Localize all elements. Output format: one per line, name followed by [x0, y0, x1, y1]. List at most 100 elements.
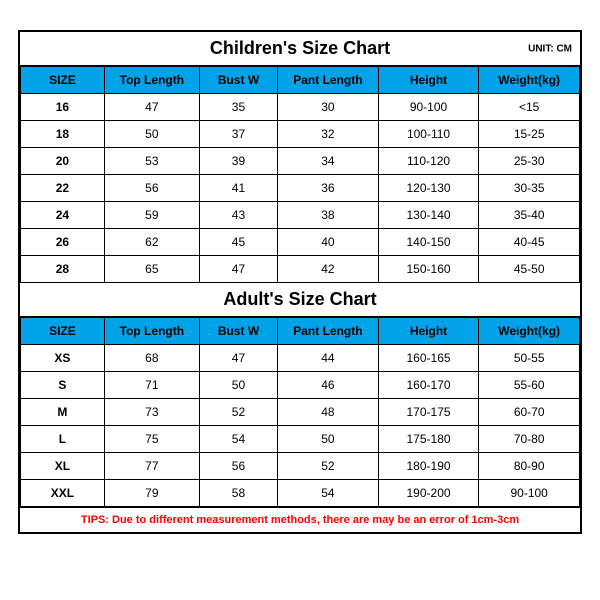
table-cell: 175-180 [378, 426, 479, 453]
table-cell: 30-35 [479, 175, 580, 202]
table-row: 22564136120-13030-35 [21, 175, 580, 202]
table-cell: 150-160 [378, 256, 479, 283]
table-cell: 71 [104, 372, 199, 399]
table-cell: M [21, 399, 105, 426]
col-pant: Pant Length [278, 318, 379, 345]
children-header-row: SIZE Top Length Bust W Pant Length Heigh… [21, 67, 580, 94]
col-weight: Weight(kg) [479, 67, 580, 94]
table-cell: L [21, 426, 105, 453]
table-cell: 45 [199, 229, 277, 256]
col-height: Height [378, 318, 479, 345]
table-cell: 30 [278, 94, 379, 121]
table-cell: 42 [278, 256, 379, 283]
children-table: SIZE Top Length Bust W Pant Length Heigh… [20, 66, 580, 283]
table-cell: 180-190 [378, 453, 479, 480]
table-cell: 79 [104, 480, 199, 507]
table-cell: XL [21, 453, 105, 480]
table-cell: <15 [479, 94, 580, 121]
table-cell: 45-50 [479, 256, 580, 283]
table-cell: S [21, 372, 105, 399]
table-cell: 28 [21, 256, 105, 283]
table-row: 18503732100-11015-25 [21, 121, 580, 148]
table-cell: 20 [21, 148, 105, 175]
adult-table: SIZE Top Length Bust W Pant Length Heigh… [20, 317, 580, 507]
col-height: Height [378, 67, 479, 94]
table-row: L755450175-18070-80 [21, 426, 580, 453]
table-cell: 50 [199, 372, 277, 399]
table-cell: 43 [199, 202, 277, 229]
table-cell: 140-150 [378, 229, 479, 256]
table-cell: 35 [199, 94, 277, 121]
table-cell: 15-25 [479, 121, 580, 148]
table-cell: 48 [278, 399, 379, 426]
adult-title: Adult's Size Chart [223, 289, 376, 309]
table-cell: 160-170 [378, 372, 479, 399]
table-cell: 100-110 [378, 121, 479, 148]
table-cell: 52 [278, 453, 379, 480]
table-cell: 65 [104, 256, 199, 283]
table-row: 20533934110-12025-30 [21, 148, 580, 175]
table-cell: 39 [199, 148, 277, 175]
table-cell: XS [21, 345, 105, 372]
tips-note: TIPS: Due to different measurement metho… [20, 507, 580, 532]
table-cell: XXL [21, 480, 105, 507]
table-cell: 40 [278, 229, 379, 256]
adult-title-row: Adult's Size Chart [20, 283, 580, 317]
table-cell: 37 [199, 121, 277, 148]
unit-label: UNIT: CM [528, 43, 572, 54]
children-title: Children's Size Chart [210, 38, 390, 58]
col-size: SIZE [21, 67, 105, 94]
table-cell: 53 [104, 148, 199, 175]
col-weight: Weight(kg) [479, 318, 580, 345]
col-bust: Bust W [199, 67, 277, 94]
table-cell: 54 [278, 480, 379, 507]
table-cell: 32 [278, 121, 379, 148]
table-cell: 59 [104, 202, 199, 229]
table-cell: 55-60 [479, 372, 580, 399]
table-cell: 77 [104, 453, 199, 480]
table-cell: 170-175 [378, 399, 479, 426]
table-cell: 68 [104, 345, 199, 372]
table-cell: 24 [21, 202, 105, 229]
table-cell: 190-200 [378, 480, 479, 507]
col-pant: Pant Length [278, 67, 379, 94]
children-title-row: Children's Size Chart UNIT: CM [20, 32, 580, 66]
table-cell: 47 [199, 256, 277, 283]
table-cell: 50 [278, 426, 379, 453]
table-cell: 90-100 [479, 480, 580, 507]
table-cell: 90-100 [378, 94, 479, 121]
table-cell: 75 [104, 426, 199, 453]
col-top: Top Length [104, 318, 199, 345]
table-cell: 160-165 [378, 345, 479, 372]
table-row: 1647353090-100<15 [21, 94, 580, 121]
table-row: 26624540140-15040-45 [21, 229, 580, 256]
table-row: 24594338130-14035-40 [21, 202, 580, 229]
table-cell: 46 [278, 372, 379, 399]
table-row: XS684744160-16550-55 [21, 345, 580, 372]
table-cell: 70-80 [479, 426, 580, 453]
col-size: SIZE [21, 318, 105, 345]
table-cell: 16 [21, 94, 105, 121]
table-cell: 36 [278, 175, 379, 202]
table-row: M735248170-17560-70 [21, 399, 580, 426]
col-bust: Bust W [199, 318, 277, 345]
table-cell: 110-120 [378, 148, 479, 175]
table-row: XL775652180-19080-90 [21, 453, 580, 480]
table-cell: 22 [21, 175, 105, 202]
table-cell: 54 [199, 426, 277, 453]
table-cell: 47 [199, 345, 277, 372]
table-row: 28654742150-16045-50 [21, 256, 580, 283]
table-cell: 52 [199, 399, 277, 426]
table-cell: 80-90 [479, 453, 580, 480]
table-cell: 26 [21, 229, 105, 256]
table-cell: 38 [278, 202, 379, 229]
table-cell: 50 [104, 121, 199, 148]
col-top: Top Length [104, 67, 199, 94]
table-cell: 120-130 [378, 175, 479, 202]
table-cell: 44 [278, 345, 379, 372]
table-cell: 60-70 [479, 399, 580, 426]
table-row: XXL795854190-20090-100 [21, 480, 580, 507]
table-cell: 18 [21, 121, 105, 148]
table-cell: 58 [199, 480, 277, 507]
table-cell: 62 [104, 229, 199, 256]
